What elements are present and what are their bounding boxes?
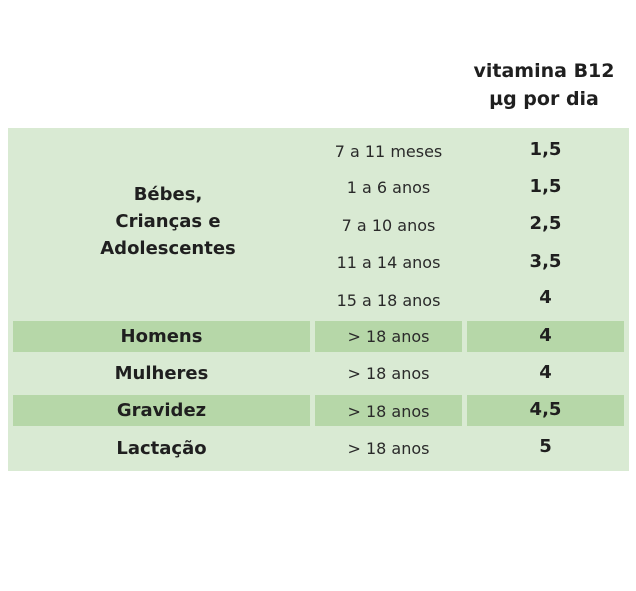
group-row-age: 7 a 10 anos xyxy=(341,215,436,235)
row-age: > 18 anos xyxy=(347,364,430,383)
header-unit: µg por dia xyxy=(489,88,599,110)
column-header: vitamina B12 µg por dia xyxy=(466,57,622,113)
group-row-value: 1,5 xyxy=(529,138,562,160)
row-category: Homens xyxy=(120,326,203,347)
group-row-age: 7 a 11 meses xyxy=(334,141,443,161)
vitamin-table: Bébes, Crianças e Adolescentes 7 a 11 me… xyxy=(8,128,629,471)
row-category: Gravidez xyxy=(116,400,207,421)
row-homens-category-bg xyxy=(13,321,310,352)
group-row-value: 1,5 xyxy=(529,175,562,197)
header-title: vitamina B12 xyxy=(473,60,615,82)
group-row-age: 1 a 6 anos xyxy=(346,177,431,197)
row-value: 5 xyxy=(539,436,552,457)
group-row-age: 15 a 18 anos xyxy=(336,290,441,310)
group-row-value: 2,5 xyxy=(529,212,562,234)
row-value: 4 xyxy=(539,362,552,383)
row-gravidez-value-bg xyxy=(467,395,624,426)
row-category: Lactação xyxy=(116,438,207,459)
row-age: > 18 anos xyxy=(347,327,430,346)
row-homens-value-bg xyxy=(467,321,624,352)
row-age: > 18 anos xyxy=(347,402,430,421)
group-label-line: Adolescentes xyxy=(100,238,236,259)
row-homens-age-bg xyxy=(315,321,462,352)
group-label-line: Bébes, xyxy=(133,184,203,205)
row-age: > 18 anos xyxy=(347,439,430,458)
group-row-value: 3,5 xyxy=(529,250,562,272)
group-label-line: Crianças e xyxy=(115,211,221,232)
row-value: 4 xyxy=(539,325,552,346)
group-row-value: 4 xyxy=(539,286,552,308)
row-gravidez-category-bg xyxy=(13,395,310,426)
row-gravidez-age-bg xyxy=(315,395,462,426)
group-row-age: 11 a 14 anos xyxy=(336,252,441,272)
row-value: 4,5 xyxy=(529,399,562,420)
row-category: Mulheres xyxy=(114,363,209,384)
group-label: Bébes, Crianças e Adolescentes xyxy=(18,181,318,262)
